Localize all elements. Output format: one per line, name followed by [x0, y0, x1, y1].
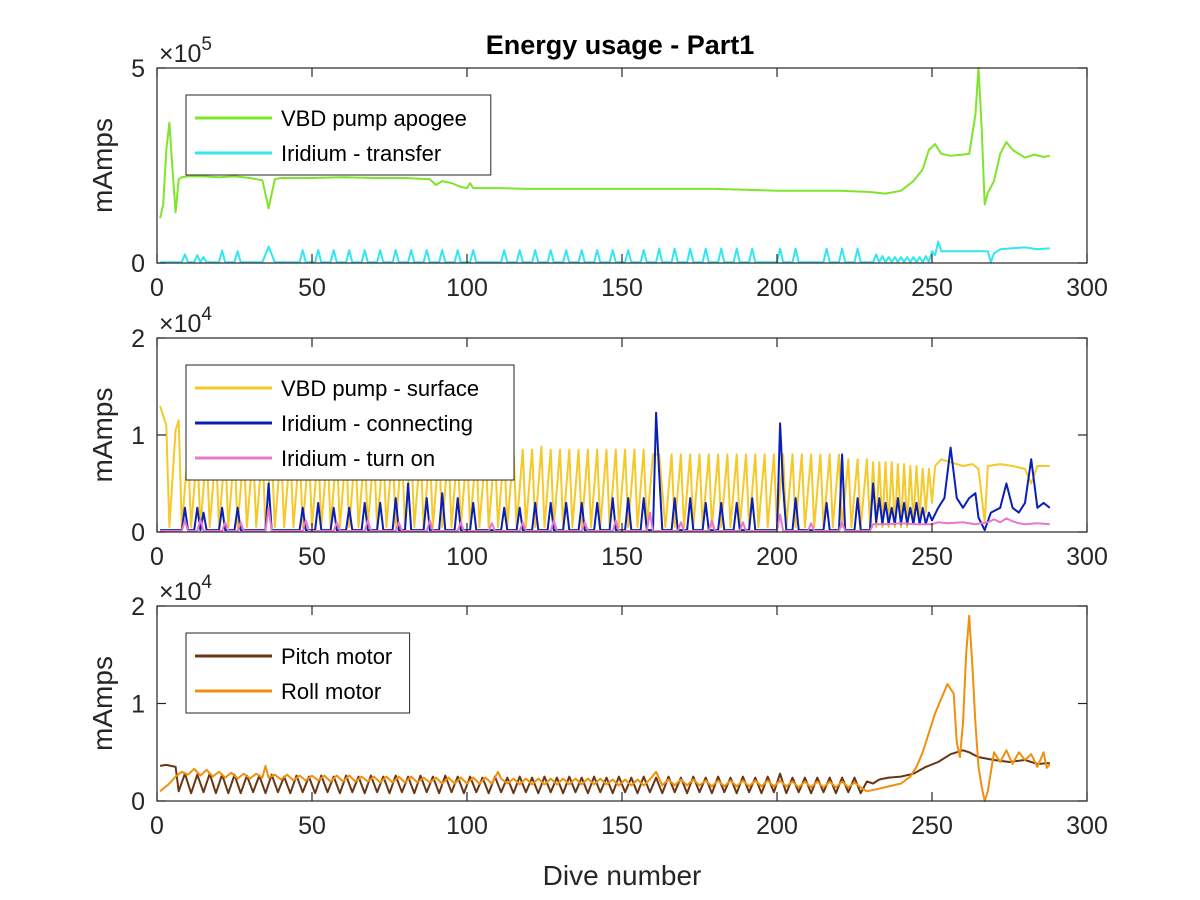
x-tick-label: 50: [298, 543, 326, 571]
x-tick-label: 50: [298, 274, 326, 302]
legend-label: VBD pump apogee: [281, 106, 467, 131]
y-tick-label: 0: [131, 788, 145, 816]
x-tick-label: 200: [756, 812, 798, 840]
y-exponent-base: ×10: [159, 40, 201, 68]
y-tick-label: 0: [131, 519, 145, 547]
legend-label: Iridium - transfer: [281, 141, 441, 166]
x-tick-label: 300: [1066, 543, 1108, 571]
y-exponent: ×104: [159, 572, 212, 606]
x-tick-label: 300: [1066, 812, 1108, 840]
series-line-1-1: [159, 67, 1050, 219]
legend-box: [185, 632, 411, 714]
x-tick-label: 150: [601, 274, 643, 302]
y-exponent: ×104: [159, 304, 212, 338]
y-exponent: ×105: [159, 34, 212, 68]
x-tick-label: 150: [601, 543, 643, 571]
y-axis-label: mAmps: [87, 118, 118, 213]
y-tick-label: 5: [131, 55, 145, 83]
x-tick-label: 50: [298, 812, 326, 840]
series-line-3-2: [159, 614, 1051, 802]
legend-label: Pitch motor: [281, 644, 392, 669]
chart-title: Energy usage - Part1: [486, 30, 755, 60]
series-line-1-2: [160, 240, 1050, 264]
legend-box: [185, 94, 492, 176]
x-tick-label: 100: [446, 812, 488, 840]
y-exponent-base: ×10: [159, 310, 201, 338]
panel-3: 0 50 100 150 200 250 300 0 1 2 ×104 mAmps Dive numbe…: [87, 572, 1108, 891]
y-tick-label: 1: [131, 422, 145, 450]
legend-label: VBD pump - surface: [281, 376, 479, 401]
x-axis-label: Dive number: [543, 860, 702, 891]
legend-label: Iridium - turn on: [281, 446, 435, 471]
x-tick-label: 100: [446, 543, 488, 571]
x-tick-label: 300: [1066, 274, 1108, 302]
series-line-2-1: [159, 405, 1050, 529]
y-axis-label: mAmps: [87, 656, 118, 751]
y-exponent-power: 4: [201, 304, 212, 325]
y-exponent-base: ×10: [159, 578, 201, 606]
x-tick-label: 100: [446, 274, 488, 302]
x-tick-label: 0: [150, 543, 164, 571]
y-tick-label: 2: [131, 325, 145, 353]
x-tick-label: 250: [911, 274, 953, 302]
legend-label: Iridium - connecting: [281, 411, 473, 436]
x-tick-label: 200: [756, 274, 798, 302]
y-tick-label: 0: [131, 250, 145, 278]
y-tick-label: 1: [131, 691, 145, 719]
x-tick-label: 0: [150, 274, 164, 302]
x-tick-label: 0: [150, 812, 164, 840]
x-tick-label: 200: [756, 543, 798, 571]
legend-label: Roll motor: [281, 679, 381, 704]
panel-2: 0 50 100 150 200 250 300 0 1 2 ×104 mAmps VBD pump -…: [87, 304, 1108, 571]
series-line-2-3: [160, 506, 1050, 532]
y-axis-label: mAmps: [87, 388, 118, 483]
x-tick-label: 250: [911, 543, 953, 571]
y-tick-label: 2: [131, 593, 145, 621]
x-tick-label: 250: [911, 812, 953, 840]
x-tick-label: 150: [601, 812, 643, 840]
y-exponent-power: 4: [201, 572, 212, 593]
y-exponent-power: 5: [201, 34, 212, 55]
